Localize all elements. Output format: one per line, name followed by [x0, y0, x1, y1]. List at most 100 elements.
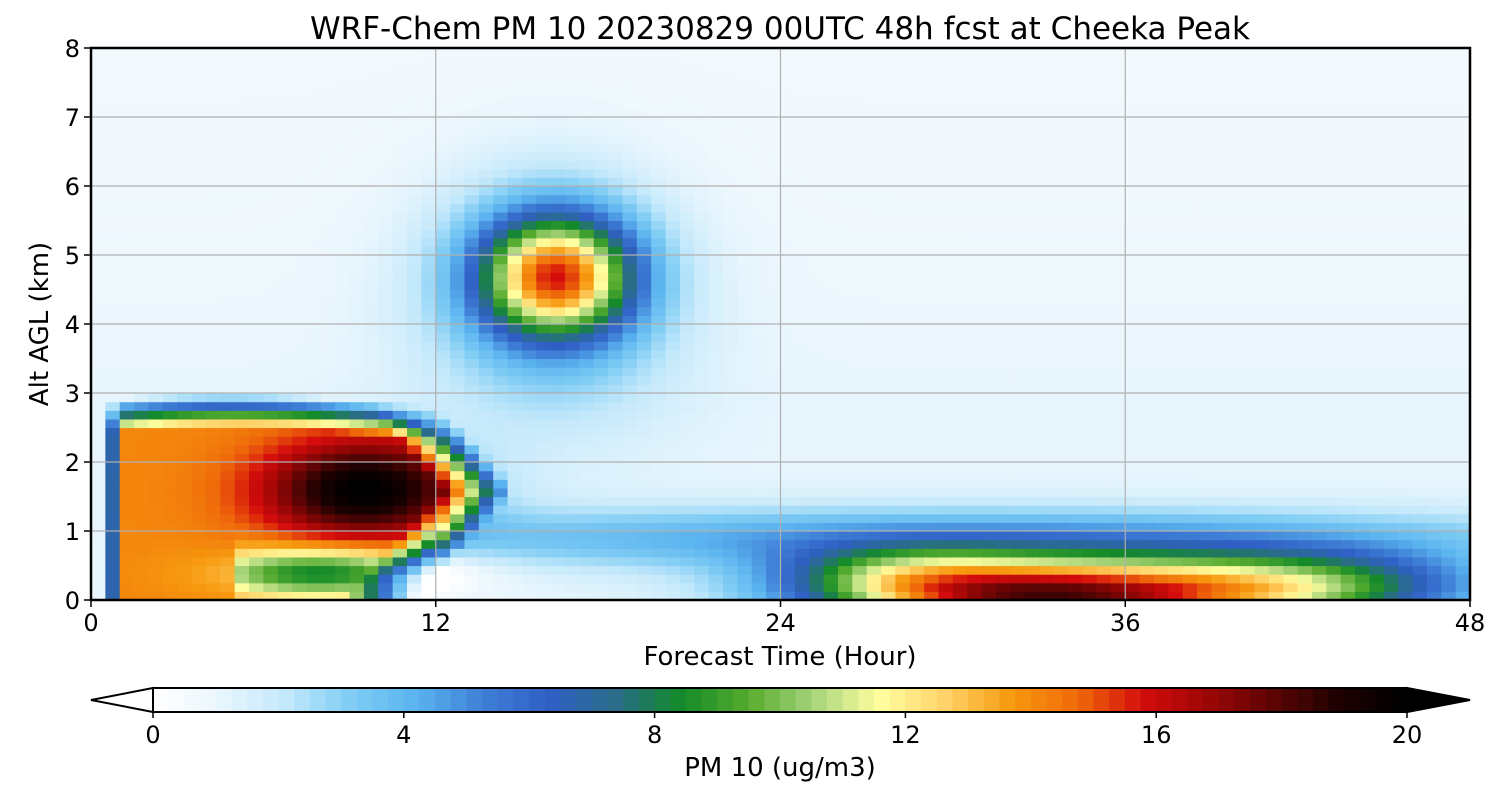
field-cell	[866, 349, 882, 360]
field-cell	[162, 298, 178, 308]
field-cell	[378, 522, 394, 532]
field-cell	[162, 134, 178, 144]
field-cell	[263, 177, 279, 187]
field-cell	[1125, 186, 1141, 196]
field-cell	[1010, 73, 1026, 84]
field-cell	[292, 48, 308, 58]
field-cell	[292, 548, 308, 558]
field-cell	[579, 280, 595, 291]
field-cell	[995, 444, 1011, 454]
field-cell	[378, 375, 394, 385]
field-cell	[1139, 358, 1155, 368]
field-cell	[134, 462, 150, 472]
field-cell	[450, 211, 466, 222]
field-cell	[1053, 229, 1069, 239]
field-cell	[191, 548, 207, 558]
field-cell	[723, 496, 739, 506]
field-cell	[435, 203, 451, 213]
field-cell	[550, 375, 566, 385]
field-cell	[1139, 177, 1155, 187]
field-cell	[809, 418, 825, 429]
field-cell	[162, 280, 178, 291]
field-cell	[205, 82, 221, 92]
field-cell	[636, 410, 652, 420]
field-cell	[780, 160, 796, 170]
field-cell	[593, 358, 609, 368]
field-cell	[924, 358, 940, 368]
field-cell	[177, 298, 193, 308]
field-cell	[967, 280, 983, 291]
field-cell	[148, 99, 164, 109]
field-cell	[363, 263, 379, 273]
field-cell	[924, 462, 940, 472]
field-cell	[550, 591, 566, 600]
field-cell	[565, 289, 580, 299]
field-cell	[737, 496, 753, 506]
field-cell	[723, 539, 739, 549]
field-cell	[938, 358, 954, 368]
field-cell	[866, 556, 882, 567]
field-cell	[1053, 108, 1069, 118]
field-cell	[924, 298, 940, 308]
field-cell	[148, 48, 164, 58]
field-cell	[794, 255, 810, 265]
field-cell	[1139, 436, 1155, 446]
field-cell	[565, 160, 580, 170]
field-cell	[751, 272, 767, 282]
field-cell	[995, 453, 1011, 463]
field-cell	[565, 324, 580, 334]
field-cell	[579, 186, 595, 196]
field-cell	[550, 125, 566, 135]
field-cell	[622, 203, 638, 213]
field-cell	[924, 246, 940, 256]
field-cell	[679, 177, 695, 187]
field-cell	[292, 479, 308, 489]
field-cell	[363, 522, 379, 532]
field-cell	[924, 48, 940, 58]
field-cell	[751, 470, 767, 480]
field-cell	[866, 211, 882, 222]
field-cell	[823, 418, 839, 429]
field-cell	[1110, 479, 1126, 489]
field-cell	[177, 522, 193, 532]
field-cell	[751, 479, 767, 489]
field-cell	[249, 453, 264, 463]
field-cell	[464, 479, 480, 489]
field-cell	[1039, 393, 1055, 403]
field-cell	[565, 513, 580, 523]
field-cell	[91, 539, 106, 549]
field-cell	[234, 487, 250, 498]
field-cell	[881, 496, 897, 506]
field-cell	[1039, 298, 1055, 308]
field-cell	[895, 237, 911, 247]
field-cell	[550, 470, 566, 480]
field-cell	[205, 117, 221, 127]
field-cell	[536, 418, 552, 429]
field-cell	[780, 341, 796, 351]
field-cell	[981, 177, 997, 187]
field-cell	[249, 548, 264, 558]
field-cell	[1139, 211, 1155, 222]
field-cell	[895, 203, 911, 213]
field-cell	[1197, 539, 1213, 549]
field-cell	[249, 194, 264, 204]
field-cell	[1153, 272, 1169, 282]
field-cell	[751, 565, 767, 575]
field-cell	[938, 48, 954, 58]
field-cell	[263, 393, 279, 403]
field-cell	[1067, 591, 1083, 600]
field-cell	[751, 496, 767, 506]
field-cell	[1010, 99, 1026, 109]
field-cell	[1067, 582, 1083, 592]
field-cell	[550, 73, 566, 84]
field-cell	[507, 531, 523, 541]
field-cell	[737, 99, 753, 109]
field-cell	[651, 280, 667, 291]
field-cell	[1067, 263, 1083, 273]
field-cell	[1182, 444, 1198, 454]
field-cell	[435, 384, 451, 394]
field-cell	[651, 556, 667, 567]
field-cell	[737, 142, 753, 153]
field-cell	[378, 142, 394, 153]
field-cell	[1010, 134, 1026, 144]
